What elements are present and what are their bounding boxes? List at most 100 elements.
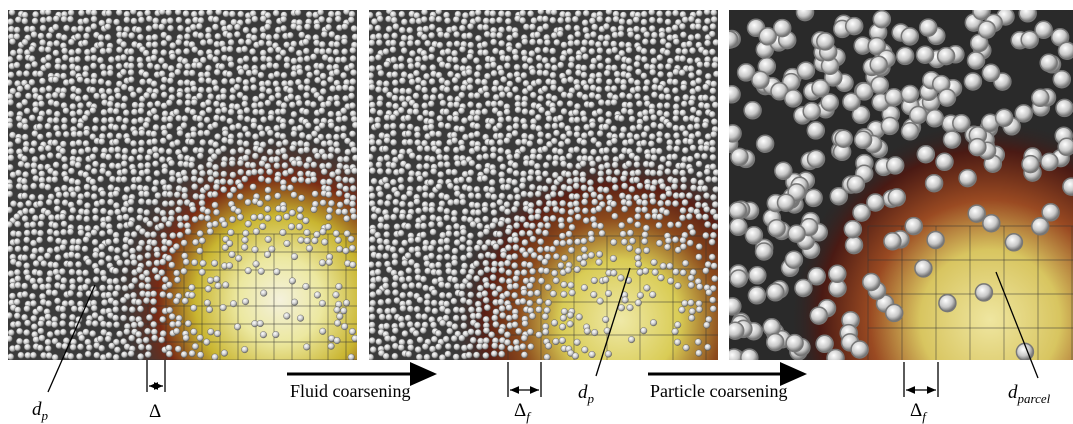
particle — [543, 70, 550, 77]
particle — [185, 100, 192, 107]
panel-particle-coarsened — [721, 3, 1073, 367]
particle — [78, 148, 85, 155]
particle — [37, 277, 44, 284]
particle — [260, 331, 267, 338]
particle — [688, 282, 695, 289]
particle — [257, 214, 264, 221]
particle — [113, 139, 120, 146]
particle — [606, 79, 613, 86]
particle — [620, 126, 627, 133]
particle — [672, 200, 679, 207]
particle — [651, 154, 658, 161]
parcel — [944, 131, 961, 148]
particle — [349, 245, 356, 252]
particle — [296, 224, 303, 231]
particle — [280, 133, 287, 140]
particle — [612, 32, 619, 39]
particle — [47, 236, 54, 243]
particle — [326, 214, 333, 221]
particle — [7, 353, 14, 360]
particle — [626, 47, 633, 54]
particle — [588, 252, 595, 259]
particle — [16, 338, 23, 345]
particle — [177, 232, 184, 239]
particle — [467, 292, 474, 299]
particle — [129, 306, 136, 313]
particle — [190, 109, 197, 116]
particle — [491, 194, 498, 201]
particle — [334, 41, 341, 48]
particle — [429, 192, 436, 199]
particle — [598, 35, 605, 42]
particle — [649, 133, 656, 140]
particle — [30, 240, 37, 247]
particle — [468, 192, 475, 199]
particle — [54, 63, 61, 70]
particle — [266, 40, 273, 47]
particle — [121, 305, 128, 312]
particle — [105, 154, 112, 161]
parcel — [1040, 54, 1057, 71]
particle — [326, 207, 333, 214]
panel-original — [6, 8, 359, 361]
particle — [280, 25, 287, 32]
particle — [657, 170, 664, 177]
particle — [53, 15, 60, 22]
particle — [76, 353, 83, 360]
particle — [260, 116, 267, 123]
particle — [694, 153, 701, 160]
particle — [513, 244, 520, 251]
particle — [335, 176, 342, 183]
particle — [688, 315, 695, 322]
particle — [581, 246, 588, 253]
label-sub: f — [526, 409, 532, 424]
particle — [399, 213, 406, 220]
particle — [252, 246, 259, 253]
particle — [189, 70, 196, 77]
particle — [553, 206, 560, 213]
particle — [326, 259, 333, 266]
particle — [407, 201, 414, 208]
particle — [39, 78, 46, 85]
particle — [399, 95, 406, 102]
particle — [519, 146, 526, 153]
particle — [275, 54, 282, 61]
particle — [182, 115, 189, 122]
label-dp: dp — [32, 399, 49, 423]
particle — [559, 208, 566, 215]
particle — [296, 50, 303, 57]
particle — [507, 72, 514, 79]
particle — [197, 177, 204, 184]
particle — [401, 35, 408, 42]
particle — [342, 209, 349, 216]
particle — [139, 130, 146, 137]
particle — [333, 69, 340, 76]
particle — [204, 130, 211, 137]
particle — [408, 63, 415, 70]
particle — [251, 169, 258, 176]
particle — [310, 176, 317, 183]
particle — [297, 315, 304, 322]
particle — [446, 230, 453, 237]
parcel — [888, 189, 905, 206]
particle — [234, 84, 241, 91]
particle — [121, 176, 128, 183]
particle — [498, 171, 505, 178]
particle — [618, 31, 625, 38]
particle — [611, 125, 618, 132]
particle — [334, 35, 341, 42]
particle — [390, 40, 397, 47]
particle — [695, 33, 702, 40]
particle — [584, 328, 591, 335]
particle — [604, 70, 611, 77]
particle — [648, 140, 655, 147]
particle — [77, 76, 84, 83]
particle — [521, 191, 528, 198]
particle — [130, 91, 137, 98]
particle — [84, 49, 91, 56]
label-base: Δ — [910, 400, 922, 421]
particle — [181, 268, 188, 275]
particle — [627, 304, 634, 311]
particle — [574, 117, 581, 124]
particle — [368, 261, 375, 268]
